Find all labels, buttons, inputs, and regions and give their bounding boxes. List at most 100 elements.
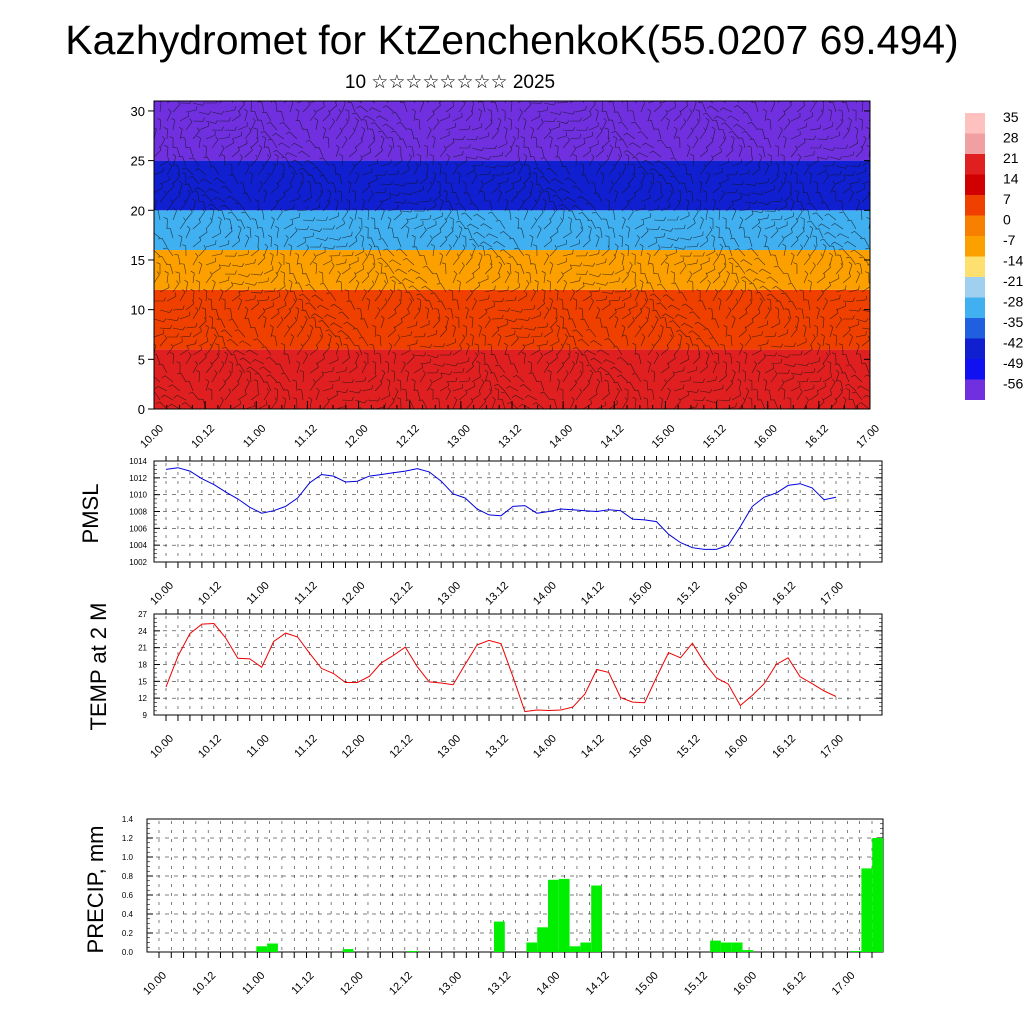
wind-barb (418, 399, 428, 409)
wind-barb (163, 217, 168, 230)
wind-barb (447, 308, 454, 320)
wind-barb (801, 85, 810, 94)
wind-barb (277, 84, 285, 94)
wind-barb (640, 333, 646, 347)
wind-barb (650, 293, 662, 302)
wind-barb (220, 204, 233, 212)
wind-barb (499, 374, 512, 383)
wind-barb (759, 268, 772, 275)
wind-barb (301, 309, 311, 320)
wind-barb (361, 198, 366, 212)
wind-barb (718, 129, 727, 140)
wind-barb (517, 333, 530, 338)
wind-barb (807, 220, 818, 230)
wind-barb (595, 306, 601, 320)
wind-barb (857, 402, 870, 409)
wind-barb (554, 288, 559, 302)
wind-barb (164, 145, 169, 158)
wind-barb (569, 239, 580, 248)
x-tick-label: 14.12 (598, 423, 626, 451)
precip-bar (850, 951, 862, 952)
wind-barb (424, 163, 429, 176)
wind-barb (213, 196, 226, 203)
wind-barb (185, 225, 191, 239)
wind-barb (429, 388, 434, 401)
wind-barb (497, 333, 502, 347)
wind-barb (432, 171, 437, 185)
wind-barb (169, 136, 174, 149)
wind-barb (723, 86, 732, 94)
wind-barb (159, 283, 170, 293)
wind-barb (458, 262, 465, 275)
wind-barb (497, 177, 509, 185)
wind-barb (816, 382, 827, 392)
wind-barb (727, 115, 740, 122)
wind-barb (225, 82, 231, 94)
wind-barb (465, 382, 476, 392)
wind-barb (731, 194, 742, 203)
wind-barb (318, 271, 324, 284)
wind-barb (345, 109, 350, 122)
wind-barb (528, 372, 538, 383)
wind-barb (648, 388, 655, 401)
wind-barb (725, 270, 730, 284)
wind-barb (315, 237, 329, 241)
wind-barb (382, 105, 395, 113)
wind-barb (156, 262, 161, 274)
x-tick-label: 10.00 (148, 733, 176, 761)
wind-barb (813, 325, 818, 338)
wind-barb (835, 388, 843, 401)
wind-barb (556, 101, 568, 104)
wind-barb (519, 403, 532, 409)
wind-barb (364, 208, 370, 221)
wind-barb (729, 261, 734, 275)
wind-barb (696, 86, 706, 94)
wind-barb (257, 163, 265, 176)
wind-barb (315, 216, 328, 221)
wind-barb (309, 109, 317, 122)
wind-barb (643, 397, 649, 409)
wind-barb (575, 351, 579, 365)
wind-barb (211, 352, 220, 365)
wind-barb (185, 322, 198, 329)
wind-barb (543, 128, 552, 140)
wind-barb (218, 133, 230, 140)
wind-barb (443, 82, 447, 94)
wind-barb (424, 145, 429, 158)
wind-barb (836, 380, 844, 392)
x-tick-label: 11.00 (244, 580, 271, 607)
wind-barb (205, 324, 209, 338)
wind-barb (491, 314, 504, 320)
wind-barb (244, 234, 250, 248)
wind-barb (569, 289, 576, 302)
wind-barb (608, 144, 614, 158)
wind-barb (692, 118, 700, 131)
wind-barb (686, 271, 693, 284)
wind-barb (497, 320, 508, 329)
wind-barb (748, 379, 753, 392)
wind-barb (391, 279, 396, 293)
wind-barb (716, 207, 721, 221)
colorbar-label: 0 (1003, 212, 1011, 228)
wind-barb (407, 82, 411, 94)
wind-barb (391, 130, 402, 140)
wind-barb (582, 111, 592, 122)
wind-barb (393, 299, 402, 311)
wind-barb (276, 172, 285, 185)
wind-barb (364, 352, 369, 365)
wind-barb (166, 263, 174, 275)
wind-barb (499, 249, 512, 257)
wind-barb (608, 296, 621, 302)
wind-barb (784, 82, 789, 94)
wind-barb (212, 308, 220, 320)
wind-barb (562, 126, 575, 132)
wind-barb (497, 286, 509, 293)
wind-barb (752, 278, 766, 284)
wind-barb (576, 82, 581, 94)
wind-barb (484, 316, 491, 329)
wind-barb (303, 90, 314, 94)
wind-barb (614, 287, 627, 293)
wind-barb (180, 263, 187, 275)
wind-barb (493, 241, 506, 248)
wind-barb (888, 107, 899, 112)
